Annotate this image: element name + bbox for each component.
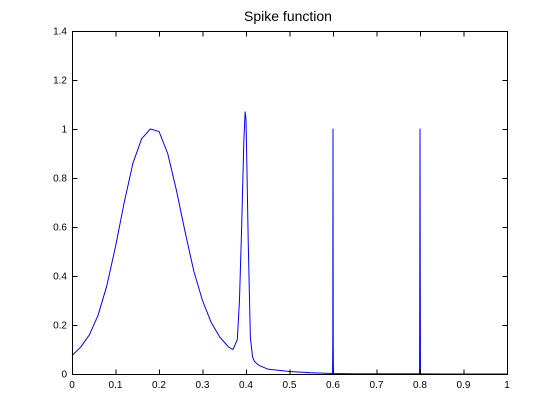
series-layer	[71, 111, 507, 375]
x-tick-label: 1	[504, 380, 510, 391]
x-tick-label: 0.9	[457, 380, 471, 391]
y-tick-label: 1	[61, 125, 67, 136]
x-tick-label: 0.6	[326, 380, 340, 391]
y-tick-label: 0.8	[53, 174, 67, 185]
x-tick-label: 0.4	[239, 380, 253, 391]
plot-frame	[72, 31, 508, 375]
y-tick-label: 0	[61, 370, 67, 381]
plot-area	[72, 31, 507, 374]
x-tick-label: 0.1	[109, 380, 123, 391]
axis-ticks: 0 0.1 0.2 0.3 0.4 0.5 0.6 0.7 0.8 0.9 1 0 0.2 0.4 0.6 0…	[53, 27, 510, 392]
y-tick-label: 0.2	[53, 321, 67, 332]
x-tick-label: 0.2	[152, 380, 166, 391]
x-tick-label: 0.7	[370, 380, 384, 391]
x-tick-label: 0.3	[196, 380, 210, 391]
x-tick-label: 0	[69, 380, 75, 391]
y-tick-label: 0.4	[53, 272, 67, 283]
series-line-1	[71, 111, 507, 375]
chart-title: Spike function	[244, 8, 332, 24]
y-tick-label: 1.4	[53, 27, 67, 38]
x-tick-label: 0.5	[283, 380, 297, 391]
y-tick-label: 1.2	[53, 76, 67, 87]
x-tick-label: 0.8	[413, 380, 427, 391]
y-tick-label: 0.6	[53, 223, 67, 234]
